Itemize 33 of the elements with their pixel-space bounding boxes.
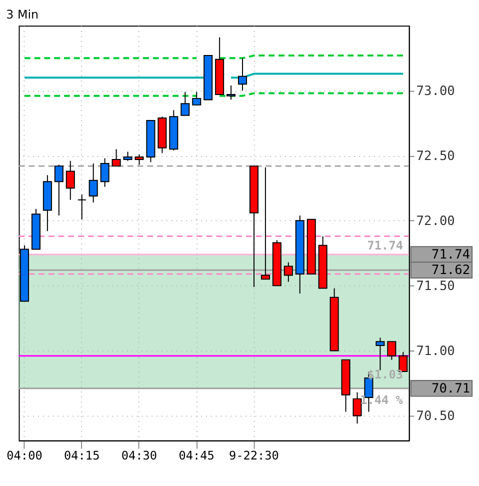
x-tick-label: 04:15 [64,448,100,463]
candlestick [284,262,293,282]
y-tick-label: 72.00 [416,214,455,230]
y-tick-label: 72.50 [416,149,455,164]
ref-line-label: 71.74 [431,247,470,262]
candlestick [100,158,110,188]
x-tick-label: 04:45 [178,448,214,463]
y-tick-label: 71.50 [416,279,455,294]
x-tick-label: 04:30 [121,448,158,463]
candlestick [260,166,270,280]
candlestick [238,58,248,92]
candlestick [112,148,121,167]
candlestick [123,151,132,162]
y-tick-label: 71.00 [416,344,455,360]
candlestick [180,91,190,116]
candlestick [352,392,362,424]
candlestick [88,162,98,203]
x-tick-label: 04:00 [6,448,42,463]
chart-title: 3 Min [6,8,38,22]
ref-line-label: 70.71 [431,381,470,396]
candlestick [226,84,236,100]
ref-line-label: 71.62 [431,263,470,278]
candlestick [376,337,385,371]
candlestick [66,160,75,200]
candlestick [387,341,396,360]
candlestick [192,91,202,106]
annotation: 71.74 [367,238,403,253]
candlestick [134,154,144,166]
candlestick [54,164,64,216]
x-tick-label: 9-22:30 [229,448,279,463]
y-tick-label: 70.50 [416,409,455,424]
y-tick-label: 73.00 [416,84,455,100]
candlestick [77,194,86,220]
